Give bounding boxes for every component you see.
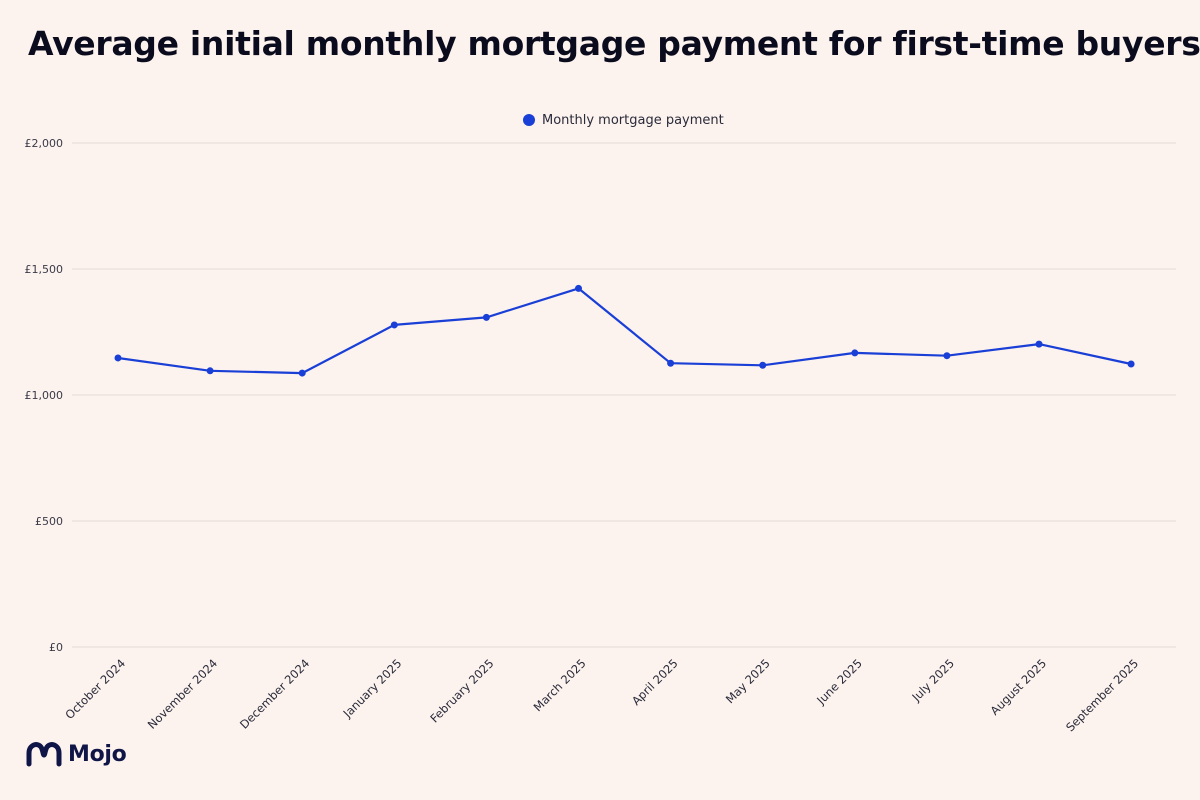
x-tick-label: November 2024	[145, 656, 220, 731]
data-point	[298, 369, 306, 377]
x-tick-label: June 2025	[813, 656, 865, 708]
data-point	[390, 321, 398, 329]
y-tick-label: £500	[35, 515, 63, 528]
y-axis-ticks: £0 £500 £1,000 £1,500 £2,000	[25, 137, 64, 654]
data-point	[482, 313, 490, 321]
legend-marker	[523, 114, 535, 126]
chart-title: Average initial monthly mortgage payment…	[28, 24, 1200, 63]
x-tick-label: February 2025	[427, 656, 496, 725]
brand-name: Mojo	[68, 741, 127, 767]
mojo-logo-icon	[26, 742, 62, 767]
x-tick-label: October 2024	[62, 656, 128, 722]
data-point	[575, 284, 582, 292]
x-tick-label: January 2025	[340, 656, 405, 721]
series-line	[116, 287, 1133, 375]
x-axis-ticks: October 2024 November 2024 December 2024 Ja…	[62, 656, 1141, 734]
data-point	[1127, 360, 1135, 368]
brand-logo: Mojo	[26, 738, 127, 770]
y-tick-label: £1,000	[25, 389, 64, 402]
data-point	[667, 359, 675, 367]
data-point	[943, 352, 951, 360]
data-point	[114, 354, 122, 362]
series-line-path	[116, 287, 1133, 375]
data-point	[759, 361, 767, 369]
data-point	[206, 367, 214, 375]
legend-label: Monthly mortgage payment	[542, 113, 724, 128]
y-tick-label: £2,000	[25, 137, 64, 150]
legend: Monthly mortgage payment	[523, 113, 724, 128]
x-tick-label: May 2025	[723, 656, 773, 706]
x-tick-label: April 2025	[629, 656, 681, 708]
data-point	[851, 349, 859, 357]
y-tick-label: £1,500	[25, 263, 64, 276]
y-tick-label: £0	[49, 641, 63, 654]
x-tick-label: July 2025	[909, 656, 958, 705]
x-tick-label: December 2024	[237, 656, 312, 731]
x-tick-label: September 2025	[1063, 656, 1141, 734]
gridlines	[72, 142, 1176, 648]
series-points	[114, 284, 1135, 377]
x-tick-label: August 2025	[987, 656, 1049, 718]
x-tick-label: March 2025	[531, 656, 589, 714]
data-point	[1035, 340, 1043, 348]
